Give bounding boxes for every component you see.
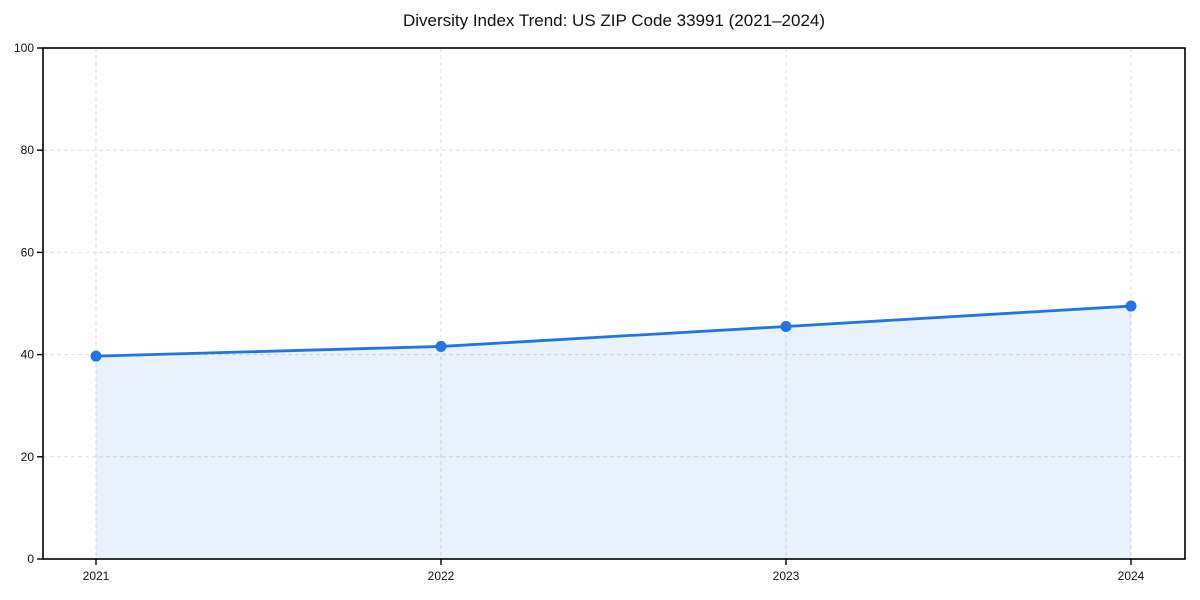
- y-tick-label: 0: [27, 552, 34, 566]
- x-tick-label: 2021: [83, 569, 110, 583]
- data-point: [90, 350, 102, 362]
- y-tick-label: 100: [14, 41, 34, 55]
- y-tick-label: 40: [21, 348, 35, 362]
- data-point: [1125, 300, 1137, 312]
- chart-title: Diversity Index Trend: US ZIP Code 33991…: [402, 11, 826, 30]
- y-tick-label: 60: [21, 245, 35, 259]
- data-point: [780, 320, 792, 332]
- data-point: [435, 340, 447, 352]
- x-tick-label: 2022: [428, 569, 455, 583]
- x-tick-label: 2023: [773, 569, 800, 583]
- plot-box-spines: [42, 47, 1186, 560]
- area-fill: [96, 306, 1131, 559]
- y-tick-label: 20: [21, 450, 35, 464]
- trend-line: [94, 304, 1133, 358]
- y-tick-label: 80: [21, 143, 35, 157]
- x-tick-label: 2024: [1118, 569, 1145, 583]
